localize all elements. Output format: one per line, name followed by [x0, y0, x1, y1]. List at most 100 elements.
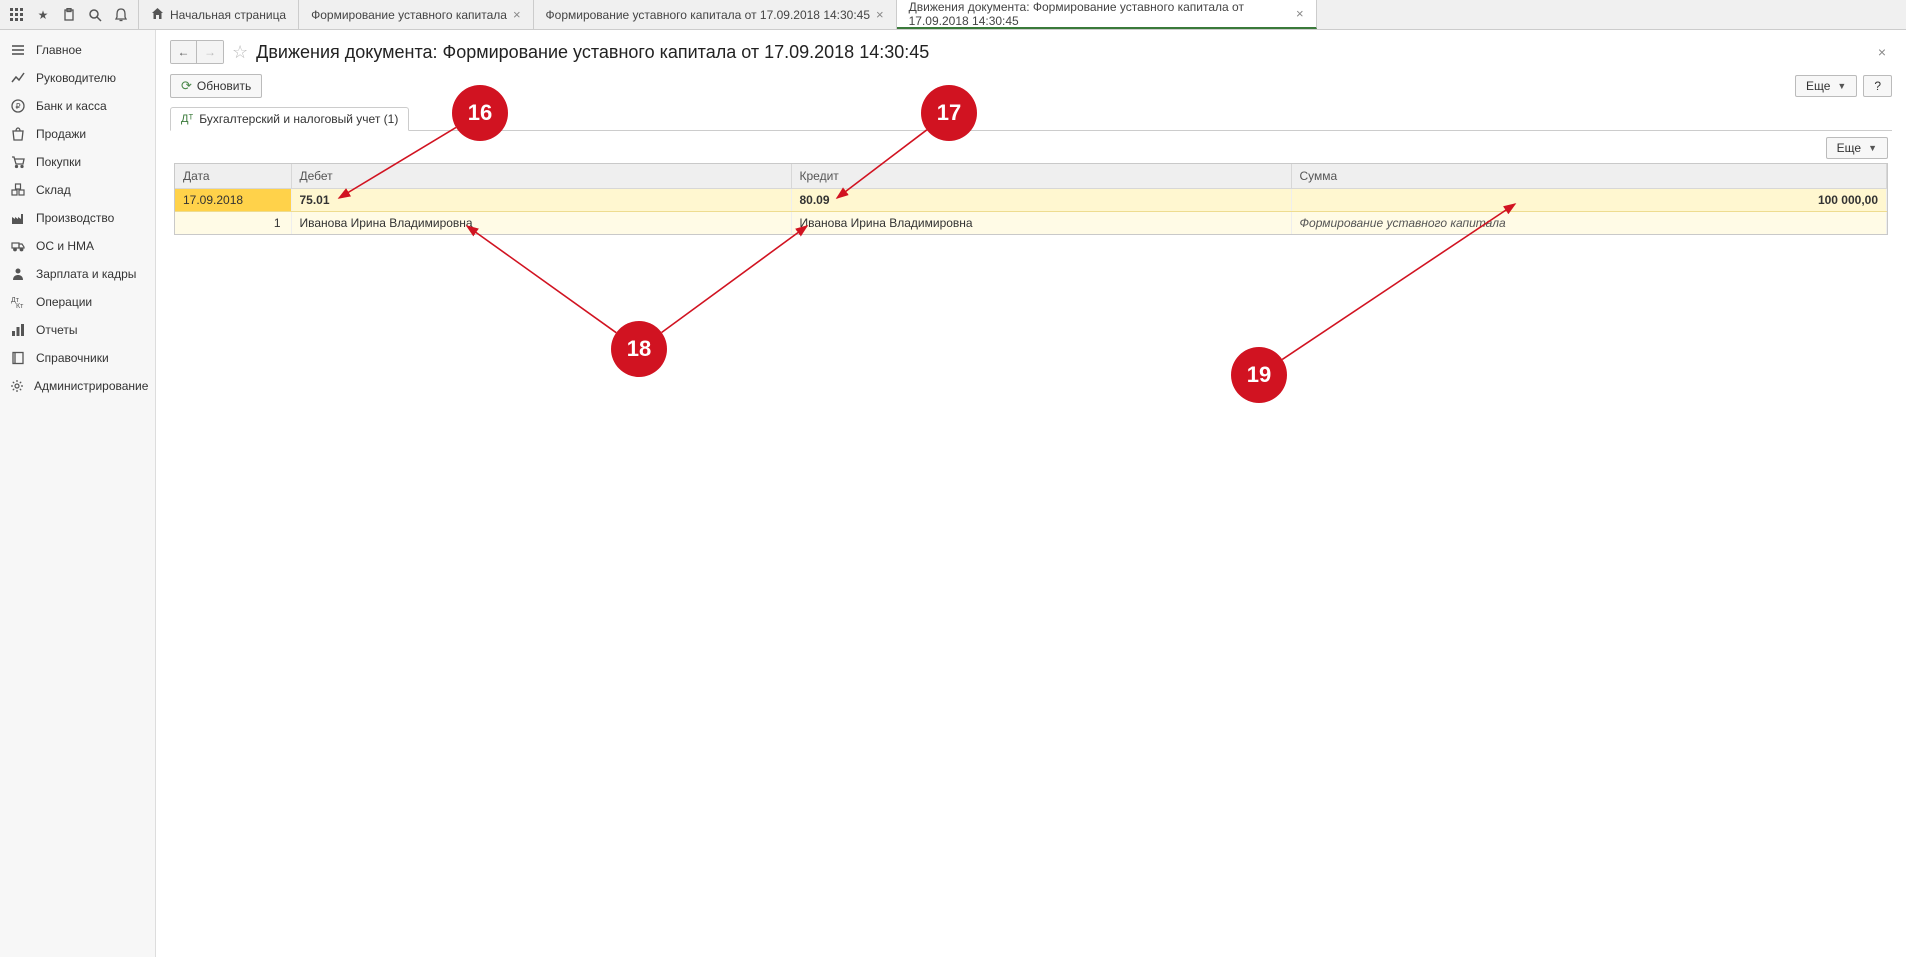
clipboard-icon[interactable] — [56, 2, 82, 28]
sidebar-item-4[interactable]: Покупки — [0, 148, 155, 176]
page-title: Движения документа: Формирование уставно… — [256, 42, 929, 63]
tab-label: Формирование уставного капитала от 17.09… — [546, 8, 871, 22]
favorite-star-icon[interactable]: ☆ — [232, 42, 248, 63]
tab-2[interactable]: Формирование уставного капитала от 17.09… — [534, 0, 897, 29]
sidebar-item-0[interactable]: Главное — [0, 36, 155, 64]
sidebar-item-12[interactable]: Администрирование — [0, 372, 155, 400]
more-label: Еще — [1806, 79, 1830, 93]
tab-1[interactable]: Формирование уставного капитала × — [299, 0, 533, 29]
sidebar-item-5[interactable]: Склад — [0, 176, 155, 204]
subtab-label: Бухгалтерский и налоговый учет (1) — [199, 112, 398, 126]
home-icon — [151, 7, 164, 23]
callout-19: 19 — [1231, 347, 1287, 403]
close-icon[interactable]: × — [513, 7, 521, 22]
cell-debit-account: 75.01 — [291, 189, 791, 212]
cell-debit-subconto: Иванова Ирина Владимировна — [291, 212, 791, 235]
sidebar-item-10[interactable]: Отчеты — [0, 316, 155, 344]
col-credit[interactable]: Кредит — [791, 164, 1291, 189]
more-label: Еще — [1837, 141, 1861, 155]
sidebar-item-7[interactable]: ОС и НМА — [0, 232, 155, 260]
sidebar-item-label: Отчеты — [36, 323, 77, 337]
journal-icon: Дᵀ — [181, 113, 193, 125]
bell-icon[interactable] — [108, 2, 134, 28]
tab-3-active[interactable]: Движения документа: Формирование уставно… — [897, 0, 1317, 29]
table-row[interactable]: 17.09.2018 75.01 80.09 100 000,00 — [175, 189, 1887, 212]
star-icon[interactable]: ★ — [30, 2, 56, 28]
truck-icon — [10, 238, 26, 254]
sidebar-item-label: Операции — [36, 295, 92, 309]
sidebar-item-3[interactable]: Продажи — [0, 120, 155, 148]
sidebar-item-label: Банк и касса — [36, 99, 107, 113]
cell-comment: Формирование уставного капитала — [1291, 212, 1887, 235]
col-debit[interactable]: Дебет — [291, 164, 791, 189]
accounting-table: Дата Дебет Кредит Сумма 17.09.2018 75.01… — [174, 163, 1888, 235]
bag-icon — [10, 126, 26, 142]
sidebar-item-label: Справочники — [36, 351, 109, 365]
sidebar: Главное Руководителю ₽ Банк и касса Продажи П… — [0, 30, 156, 957]
sidebar-item-label: Руководителю — [36, 71, 116, 85]
svg-text:Кт: Кт — [16, 303, 24, 309]
subtab-row: Дᵀ Бухгалтерский и налоговый учет (1) — [156, 106, 1906, 130]
col-date[interactable]: Дата — [175, 164, 291, 189]
sidebar-item-label: Продажи — [36, 127, 86, 141]
col-sum[interactable]: Сумма — [1291, 164, 1887, 189]
menu-icon — [10, 42, 26, 58]
more-button[interactable]: Еще ▼ — [1795, 75, 1857, 97]
cell-sum: 100 000,00 — [1291, 189, 1887, 212]
boxes-icon — [10, 182, 26, 198]
close-page-icon[interactable]: × — [1878, 44, 1886, 60]
cell-credit-subconto: Иванова Ирина Владимировна — [791, 212, 1291, 235]
table-toolbar: Еще ▼ — [156, 131, 1906, 163]
svg-text:₽: ₽ — [15, 102, 20, 111]
sidebar-item-label: Зарплата и кадры — [36, 267, 136, 281]
title-row: ← → ☆ Движения документа: Формирование у… — [156, 30, 1906, 70]
nav-forward-button[interactable]: → — [197, 41, 223, 63]
refresh-icon: ⟳ — [181, 78, 192, 94]
refresh-button[interactable]: ⟳ Обновить — [170, 74, 262, 98]
tab-label: Формирование уставного капитала — [311, 8, 507, 22]
tab-label: Движения документа: Формирование уставно… — [909, 0, 1290, 28]
sidebar-item-label: Администрирование — [34, 379, 148, 393]
person-icon — [10, 266, 26, 282]
apps-icon[interactable] — [4, 2, 30, 28]
chart-icon — [10, 322, 26, 338]
close-icon[interactable]: × — [1296, 6, 1304, 21]
ruble-icon: ₽ — [10, 98, 26, 114]
cart-icon — [10, 154, 26, 170]
table-more-button[interactable]: Еще ▼ — [1826, 137, 1888, 159]
tab-label: Начальная страница — [170, 8, 286, 22]
table-row[interactable]: 1 Иванова Ирина Владимировна Иванова Ири… — [175, 212, 1887, 235]
action-row: ⟳ Обновить Еще ▼ ? — [156, 70, 1906, 106]
cell-index: 1 — [175, 212, 291, 235]
main-content: ← → ☆ Движения документа: Формирование у… — [156, 30, 1906, 957]
refresh-label: Обновить — [197, 79, 251, 93]
subtab-accounting[interactable]: Дᵀ Бухгалтерский и налоговый учет (1) — [170, 107, 409, 131]
tab-bar: Начальная страница Формирование уставног… — [139, 0, 1906, 29]
sidebar-item-label: Покупки — [36, 155, 81, 169]
nav-buttons: ← → — [170, 40, 224, 64]
sidebar-item-9[interactable]: ДтКтОперации — [0, 288, 155, 316]
sidebar-item-label: Склад — [36, 183, 71, 197]
sidebar-item-11[interactable]: Справочники — [0, 344, 155, 372]
search-icon[interactable] — [82, 2, 108, 28]
trend-icon — [10, 70, 26, 86]
sidebar-item-2[interactable]: ₽ Банк и касса — [0, 92, 155, 120]
sidebar-item-1[interactable]: Руководителю — [0, 64, 155, 92]
cell-credit-account: 80.09 — [791, 189, 1291, 212]
gear-icon — [10, 378, 24, 394]
sidebar-item-8[interactable]: Зарплата и кадры — [0, 260, 155, 288]
help-label: ? — [1874, 79, 1881, 93]
cell-date: 17.09.2018 — [175, 189, 291, 212]
sidebar-item-label: ОС и НМА — [36, 239, 94, 253]
close-icon[interactable]: × — [876, 7, 884, 22]
help-button[interactable]: ? — [1863, 75, 1892, 97]
chevron-down-icon: ▼ — [1837, 81, 1846, 91]
top-toolbar: ★ Начальная страница Формирование уставн… — [0, 0, 1906, 30]
sidebar-item-label: Главное — [36, 43, 82, 57]
callout-18: 18 — [611, 321, 667, 377]
toolbar-icon-group: ★ — [0, 0, 139, 29]
sidebar-item-6[interactable]: Производство — [0, 204, 155, 232]
factory-icon — [10, 210, 26, 226]
nav-back-button[interactable]: ← — [171, 41, 197, 63]
tab-home[interactable]: Начальная страница — [139, 0, 299, 29]
